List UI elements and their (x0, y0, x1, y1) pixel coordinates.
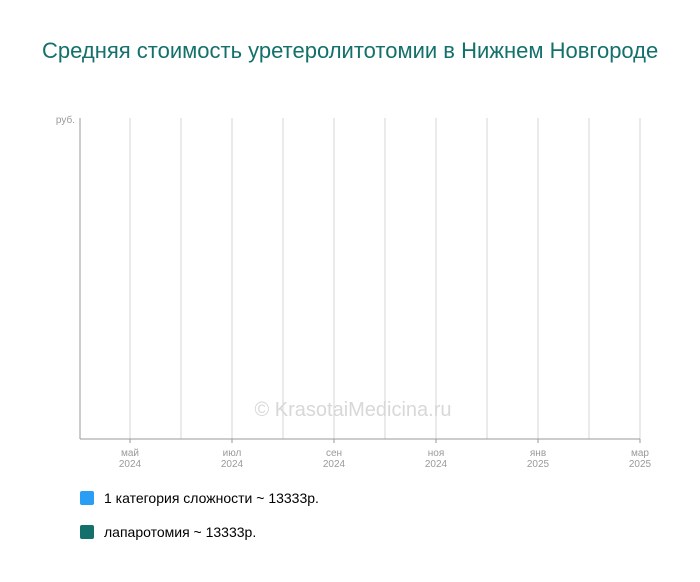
legend-label-series-1: 1 категория сложности ~ 13333р. (104, 490, 319, 506)
legend-item-series-2: лапаротомия ~ 13333р. (80, 522, 600, 542)
x-tick-month-label: сен (326, 448, 342, 459)
x-tick-month-label: ноя (428, 448, 445, 459)
grid-lines (129, 118, 641, 439)
legend-swatch-series-2 (80, 525, 94, 539)
x-tick-year-label: 2025 (527, 459, 550, 470)
x-tick-month-label: май (121, 448, 139, 459)
legend-label-series-2: лапаротомия ~ 13333р. (104, 524, 257, 540)
x-tick-month-label: мар (631, 448, 649, 459)
x-tick-year-label: 2025 (629, 459, 652, 470)
legend-swatch-series-1 (80, 491, 94, 505)
x-tick-year-label: 2024 (221, 459, 244, 470)
x-tick-month-label: янв (530, 448, 546, 459)
chart-title: Средняя стоимость уретеролитотомии в Ниж… (42, 38, 659, 63)
x-tick-year-label: 2024 (119, 459, 142, 470)
watermark: © KrasotaiMedicina.ru (254, 399, 451, 421)
y-axis-unit-label: руб. (56, 114, 75, 126)
x-axis-ticks: май2024июл2024сен2024ноя2024янв2025мар20… (119, 439, 652, 470)
legend-item-series-1: 1 категория сложности ~ 13333р. (80, 488, 600, 508)
x-tick-month-label: июл (223, 448, 242, 459)
x-tick-year-label: 2024 (323, 459, 346, 470)
x-tick-year-label: 2024 (425, 459, 448, 470)
legend: 1 категория сложности ~ 13333р. лапарото… (80, 488, 600, 556)
